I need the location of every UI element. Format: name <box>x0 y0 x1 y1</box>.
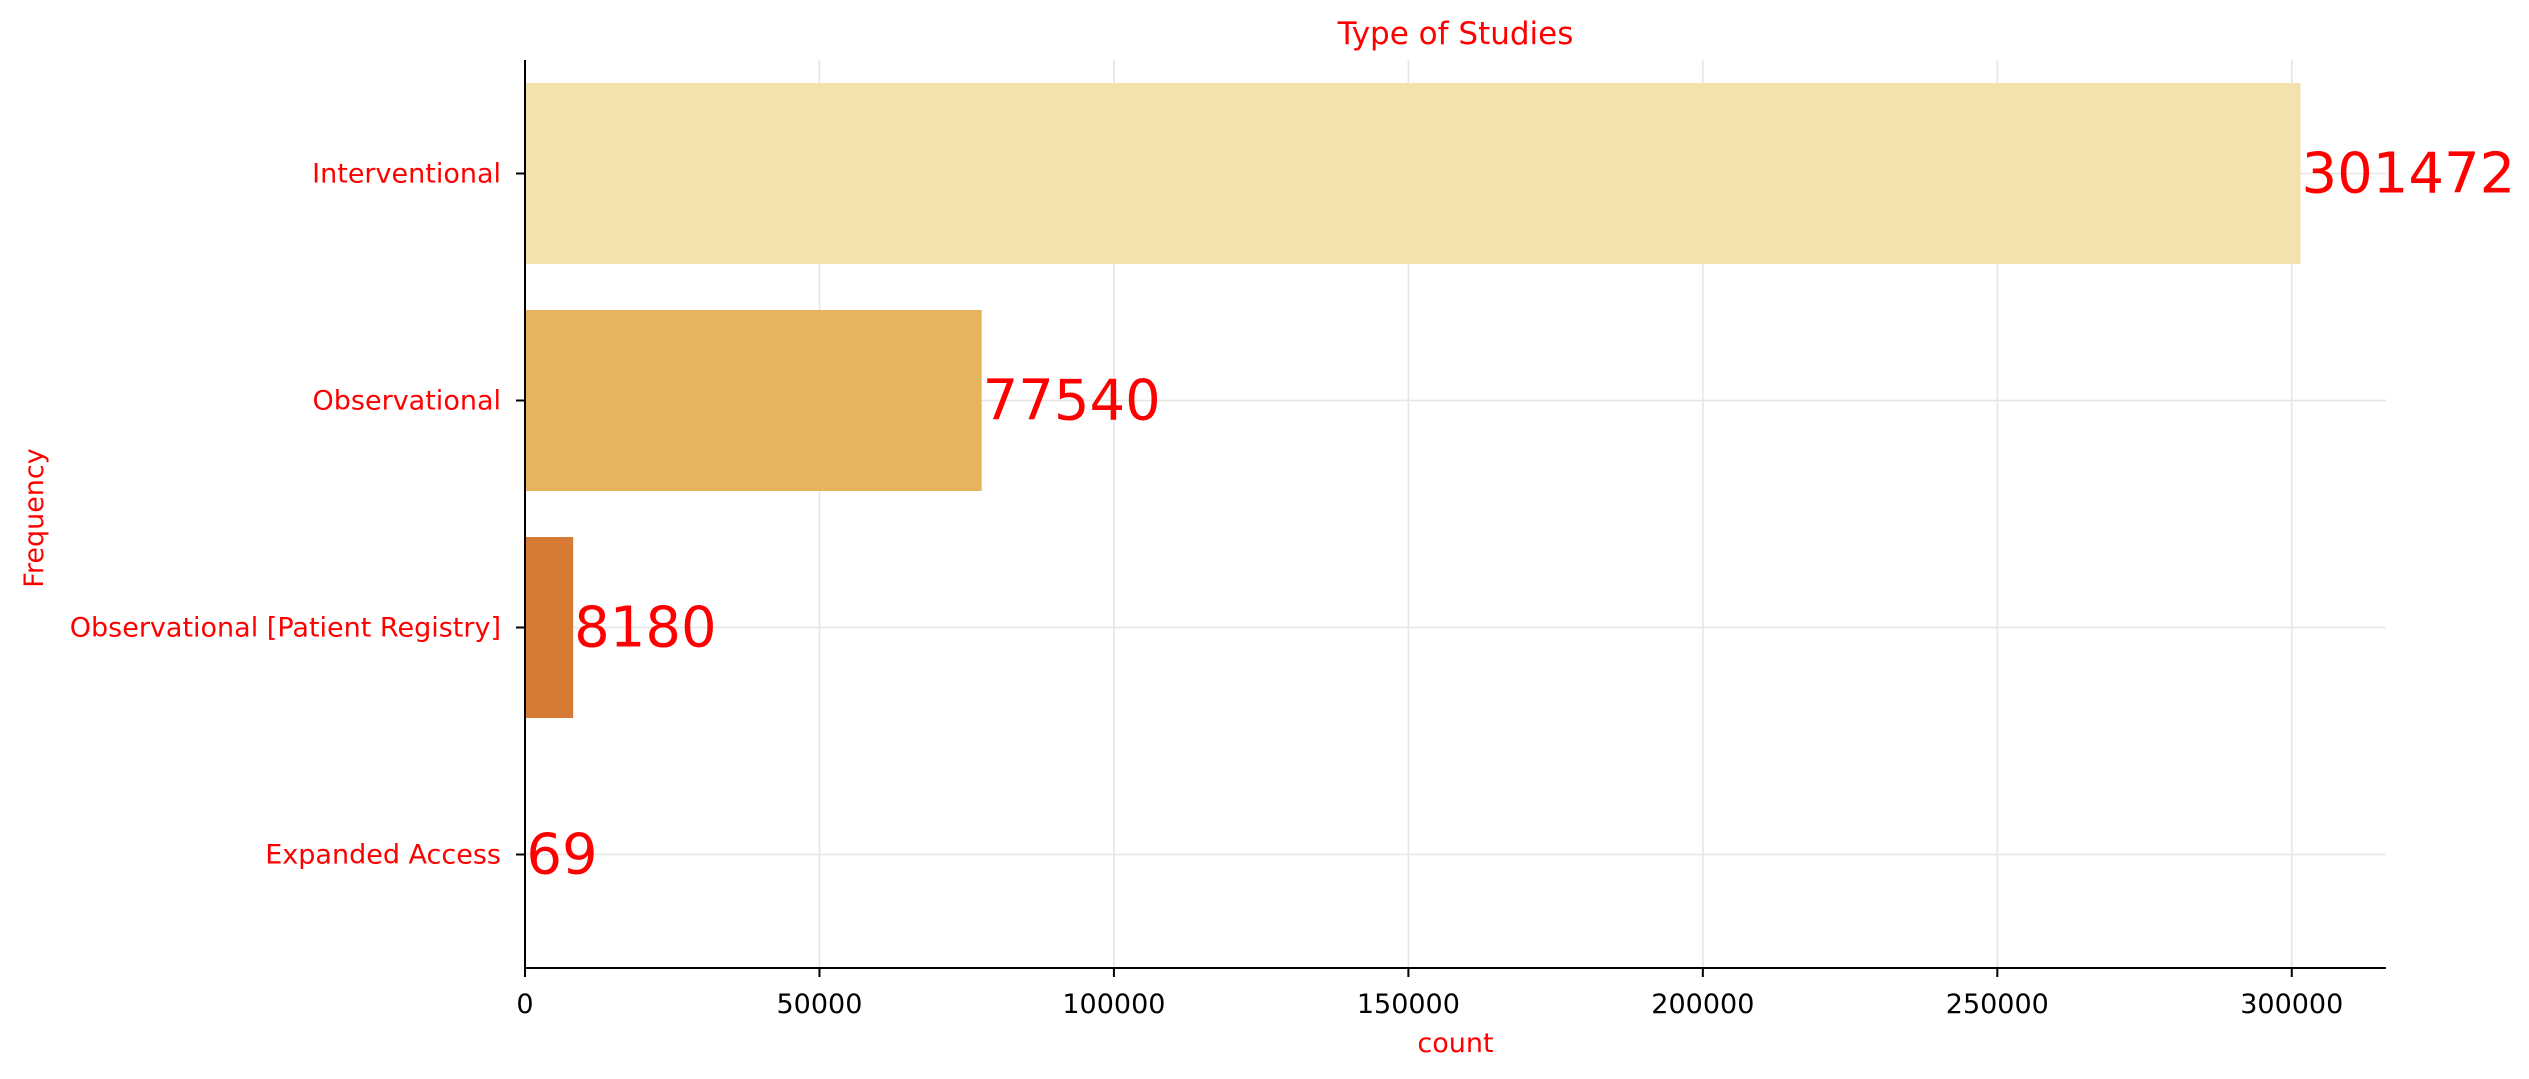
x-tick-label: 250000 <box>1946 989 2049 1020</box>
chart-title: Type of Studies <box>1337 16 1574 52</box>
bar-value-label: 69 <box>526 823 597 888</box>
bar-value-label: 77540 <box>983 369 1161 434</box>
category-label: Interventional <box>312 159 501 190</box>
bars-layer <box>525 83 2301 945</box>
labels-layer: Interventional Observational Observational… <box>70 142 2515 888</box>
ticks-layer: 0 50000 100000 150000 200000 250000 300000 <box>516 172 2343 1020</box>
x-tick-label: 100000 <box>1062 989 1165 1020</box>
x-tick-label: 0 <box>516 989 533 1020</box>
x-axis-label: count <box>1417 1028 1493 1059</box>
category-label: Observational <box>313 386 501 417</box>
bar <box>525 83 2301 264</box>
axes-layer <box>524 60 2386 969</box>
bar <box>525 310 982 491</box>
x-tick-label: 200000 <box>1651 989 1754 1020</box>
bar-value-label: 8180 <box>574 596 717 661</box>
x-tick-label: 150000 <box>1357 989 1460 1020</box>
y-axis-label: Frequency <box>19 448 50 588</box>
category-label: Expanded Access <box>265 840 501 871</box>
category-label: Observational [Patient Registry] <box>70 613 501 644</box>
bar <box>525 537 574 718</box>
x-tick-label: 50000 <box>777 989 863 1020</box>
x-tick-label: 300000 <box>2240 989 2343 1020</box>
bar-value-label: 301472 <box>2301 142 2515 207</box>
